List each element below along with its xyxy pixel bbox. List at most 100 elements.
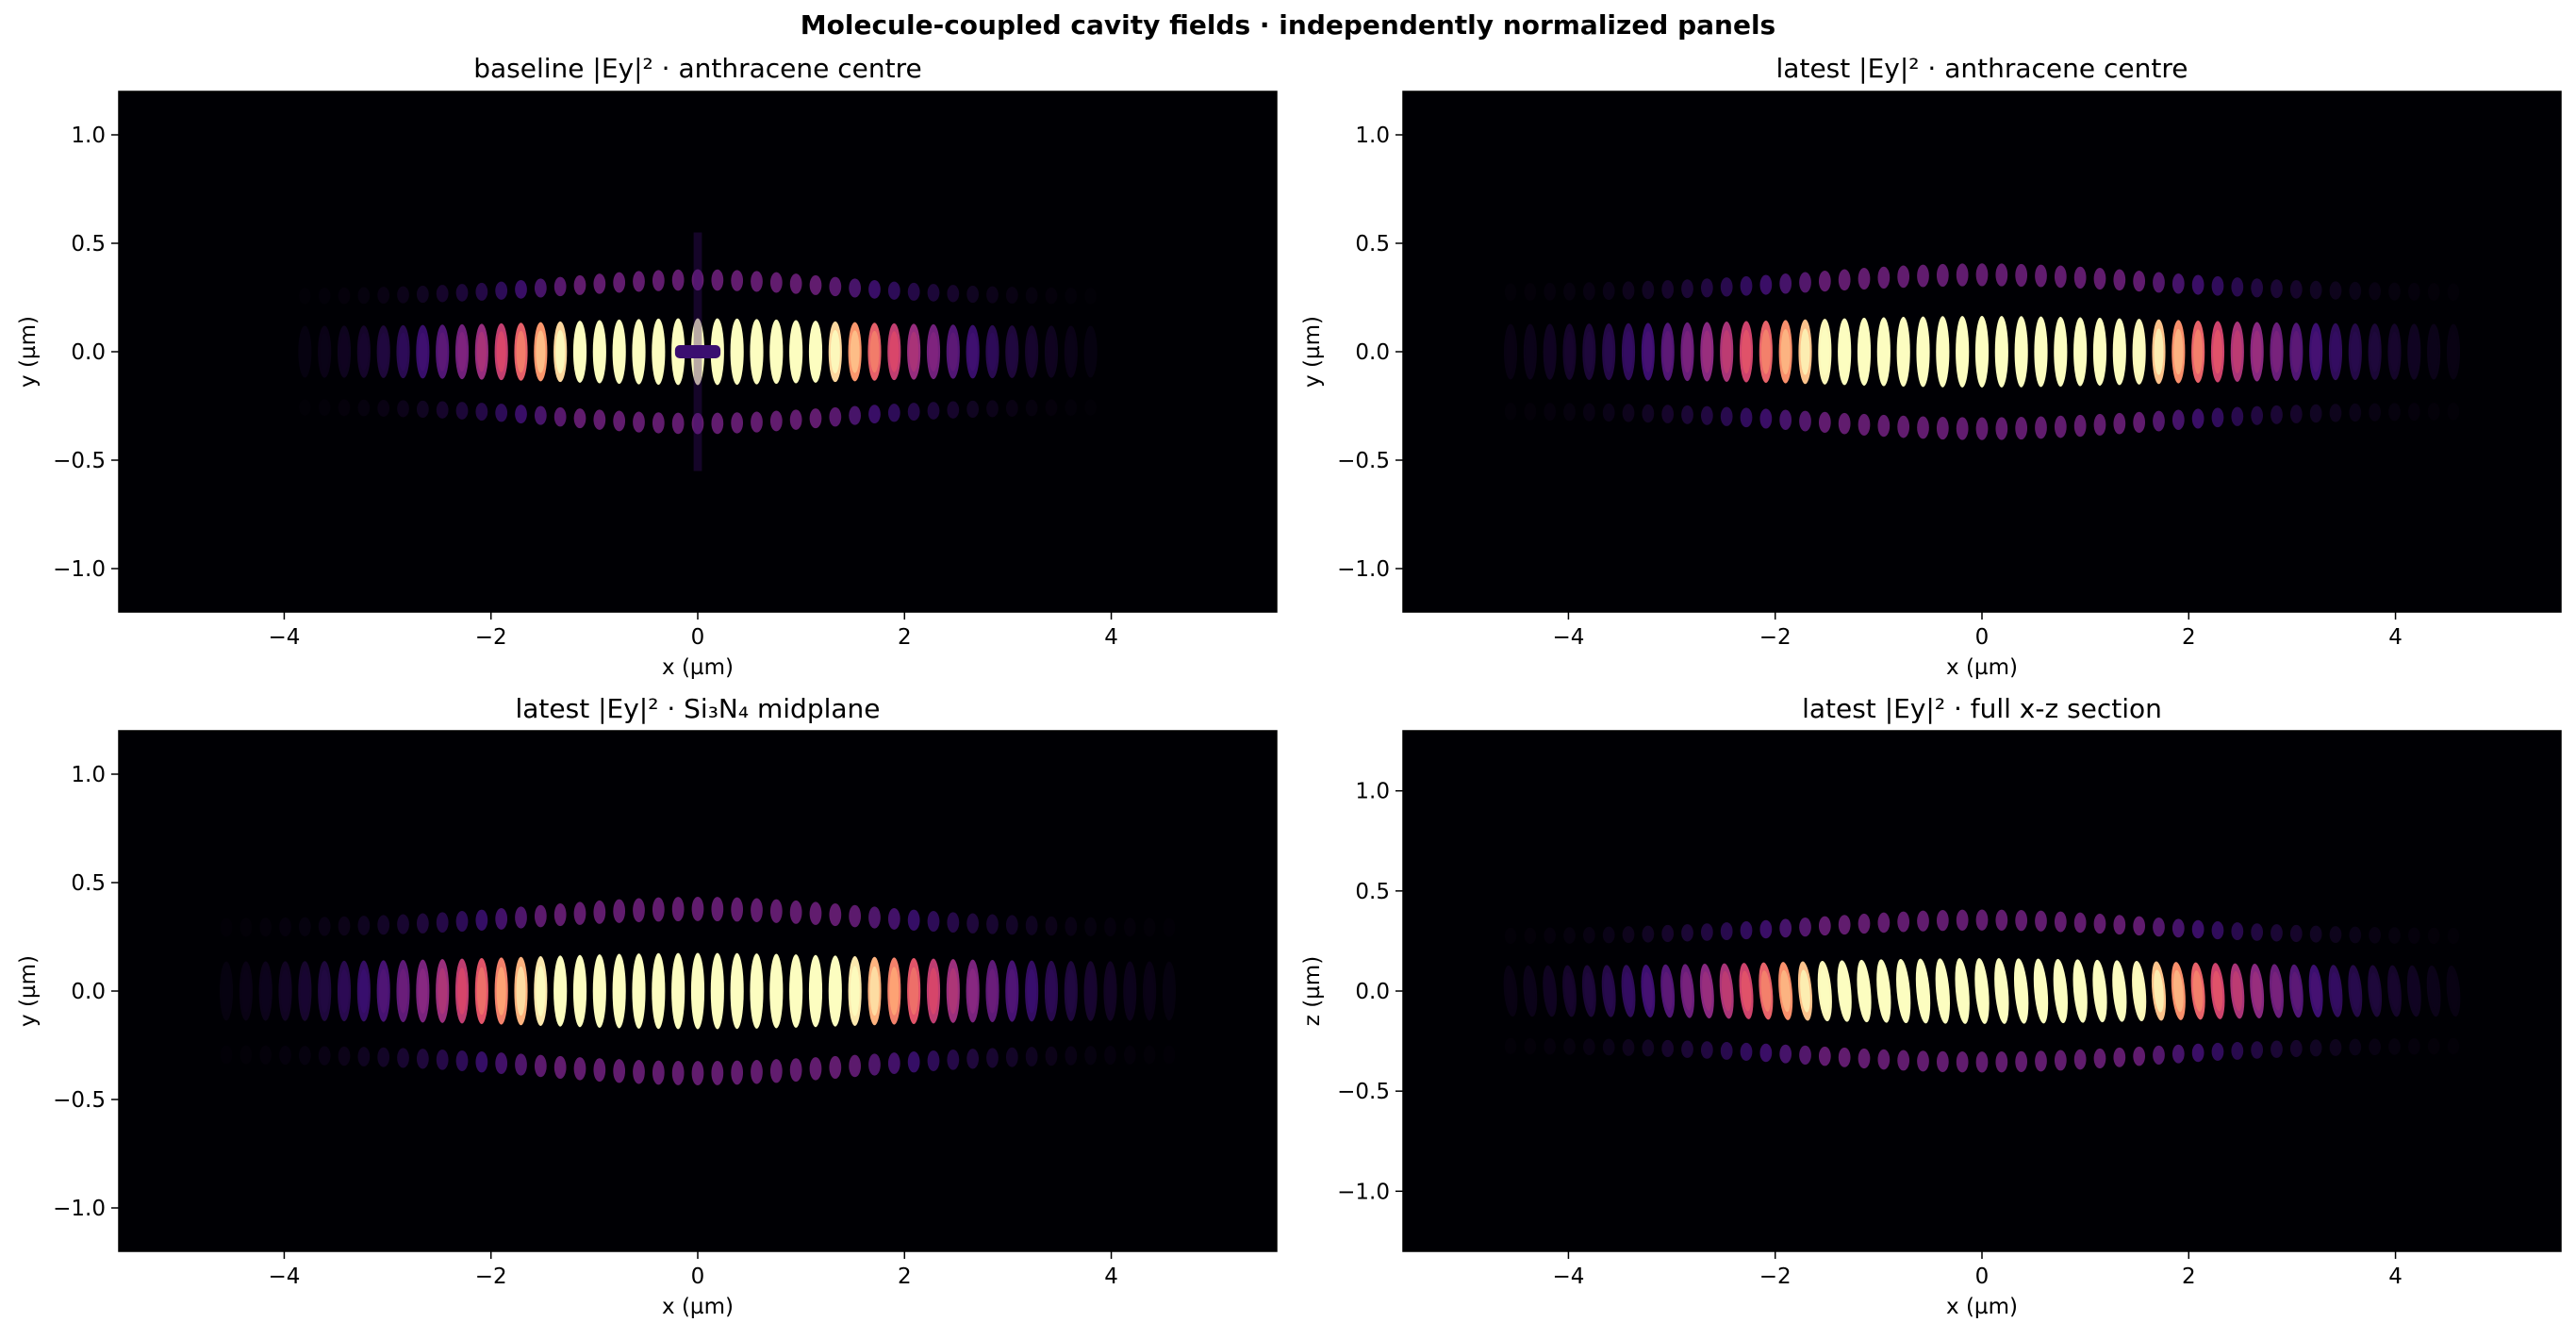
side-lobe: [2015, 1050, 2028, 1072]
field-fringe-core: [1977, 325, 1987, 378]
y-tick-label: −0.5: [53, 449, 106, 473]
side-lobe: [1779, 1044, 1792, 1064]
field-fringe-core: [438, 967, 448, 1015]
side-lobe: [1779, 409, 1792, 430]
field-fringe-core: [2428, 972, 2439, 1010]
side-lobe: [2153, 410, 2165, 432]
field-fringe-core: [320, 969, 330, 1013]
y-tick-label: 1.0: [71, 763, 106, 787]
x-tick-label: 2: [2182, 625, 2196, 650]
x-tick-label: 0: [1975, 1265, 1990, 1289]
y-tick-label: 1.0: [1355, 124, 1390, 148]
side-lobe: [1563, 282, 1576, 301]
field-fringe-core: [791, 964, 801, 1018]
field-fringe-core: [2192, 970, 2204, 1012]
side-lobe: [887, 1052, 900, 1074]
field-fringe-core: [732, 964, 742, 1018]
field-fringe-core: [2016, 325, 2026, 378]
side-lobe: [2171, 918, 2185, 938]
figure-title: Molecule-coupled cavity fields · indepen…: [800, 9, 1776, 41]
side-lobe: [2211, 921, 2224, 940]
side-lobe: [279, 1045, 291, 1066]
field-fringe-core: [2311, 331, 2321, 372]
field-fringe-core: [418, 967, 428, 1015]
field-fringe-core: [1957, 325, 1968, 378]
y-tick-label: −0.5: [53, 1088, 106, 1113]
side-lobe: [868, 405, 881, 423]
panel-title: latest |Ey|² · full x-z section: [1802, 693, 2162, 724]
field-pattern: [219, 897, 1177, 1085]
field-fringe-core: [2036, 967, 2046, 1015]
side-lobe: [495, 1052, 508, 1074]
field-pattern: [1503, 263, 2461, 440]
side-lobe: [691, 1061, 704, 1085]
field-fringe-core: [1027, 333, 1037, 371]
field-fringe-core: [594, 328, 604, 375]
side-lobe: [1544, 927, 1557, 944]
side-lobe: [2271, 405, 2283, 424]
side-lobe: [1642, 280, 1655, 300]
side-lobe: [1759, 408, 1773, 429]
side-lobe: [1720, 406, 1733, 426]
side-lobe: [1524, 403, 1537, 421]
field-fringe-core: [929, 332, 938, 372]
side-lobe: [731, 897, 744, 922]
x-tick-label: 4: [2388, 1265, 2403, 1289]
side-lobe: [1681, 1040, 1693, 1058]
side-lobe: [259, 1045, 272, 1065]
side-lobe: [2153, 1045, 2165, 1065]
field-fringe-core: [948, 332, 958, 372]
side-lobe: [2171, 409, 2185, 430]
field-fringe-core: [1918, 326, 1928, 377]
field-fringe-core: [2213, 329, 2222, 374]
field-fringe-core: [850, 330, 860, 373]
side-lobe: [1005, 915, 1018, 935]
field-fringe-core: [2449, 331, 2458, 372]
field-fringe-core: [358, 333, 369, 371]
field-fringe-core: [2095, 327, 2105, 376]
side-lobe: [2407, 282, 2420, 301]
side-lobe: [1582, 403, 1595, 422]
side-lobe: [1995, 1051, 2008, 1073]
x-tick-label: −2: [1759, 1265, 1792, 1289]
side-lobe: [1045, 1046, 1058, 1066]
side-lobe: [927, 911, 940, 933]
field-fringe-core: [594, 964, 604, 1018]
field-fringe-core: [2074, 967, 2086, 1015]
field-fringe-core: [496, 331, 506, 372]
side-lobe: [1897, 415, 1910, 438]
side-lobe: [357, 287, 371, 305]
field-fringe-core: [1007, 968, 1017, 1014]
side-lobe: [416, 913, 429, 934]
side-lobe: [887, 281, 900, 300]
y-tick-label: −1.0: [1337, 1180, 1390, 1204]
side-lobe: [2309, 1039, 2322, 1057]
field-fringe-core: [909, 967, 919, 1016]
side-lobe: [377, 915, 390, 935]
side-lobe: [2349, 403, 2362, 422]
side-lobe: [1582, 1038, 1595, 1056]
field-fringe-core: [2173, 328, 2184, 375]
side-lobe: [1700, 1041, 1713, 1059]
side-lobe: [1104, 917, 1116, 937]
side-lobe: [1838, 412, 1851, 435]
side-lobe: [652, 412, 665, 434]
side-lobe: [2054, 911, 2067, 933]
side-lobe: [2035, 1050, 2047, 1072]
side-lobe: [1818, 1046, 1831, 1066]
side-lobe: [2329, 1039, 2342, 1056]
side-lobe: [789, 273, 802, 294]
side-lobe: [947, 912, 960, 934]
field-fringe-core: [1027, 968, 1037, 1014]
field-fringe-core: [1603, 972, 1614, 1010]
side-lobe: [789, 409, 802, 430]
heatmap-plot: −4 −2 0 2 4 −1.0 −0.5 0.0 0.5 1.0: [53, 91, 1278, 650]
x-axis-label: x (µm): [662, 1295, 734, 1319]
field-fringe-core: [693, 963, 702, 1019]
side-lobe: [2388, 927, 2401, 944]
field-fringe-core: [889, 967, 900, 1016]
field-fringe-core: [1878, 326, 1889, 377]
side-lobe: [849, 904, 862, 928]
side-lobe: [2349, 281, 2362, 301]
field-fringe-core: [2291, 330, 2302, 373]
